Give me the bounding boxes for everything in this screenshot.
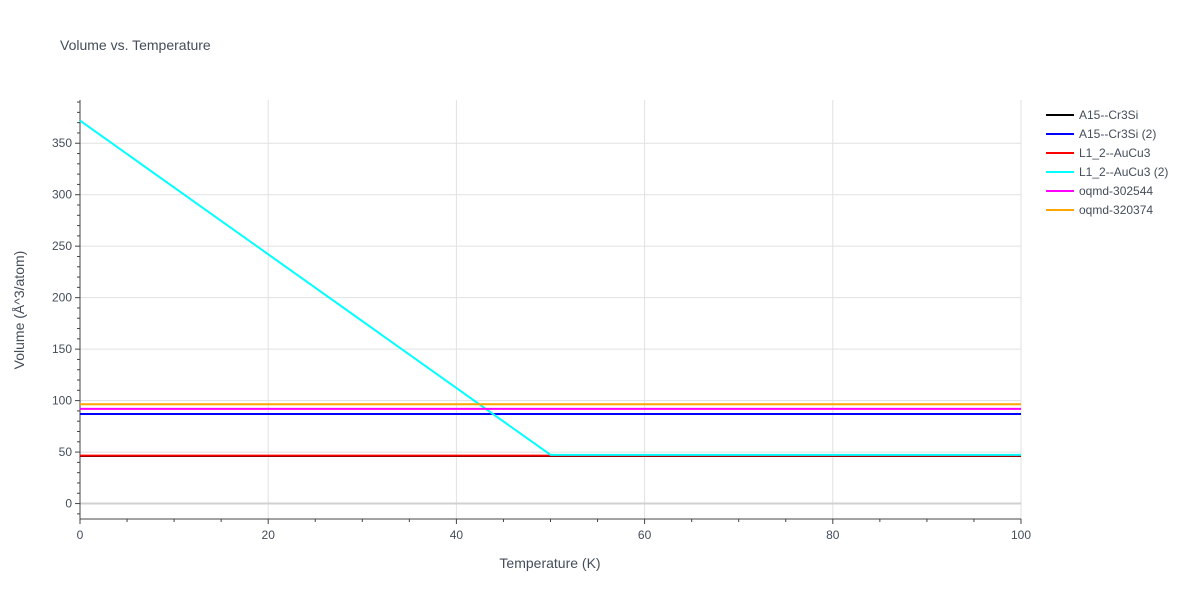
legend-label: A15--Cr3Si [1079, 108, 1138, 122]
y-tick-label: 0 [65, 497, 72, 511]
legend[interactable]: A15--Cr3Si A15--Cr3Si (2) L1_2--AuCu3 L1_2-… [1046, 108, 1168, 217]
x-tick-label: 40 [450, 528, 464, 542]
legend-label: A15--Cr3Si (2) [1079, 127, 1156, 141]
legend-item[interactable]: oqmd-302544 [1046, 184, 1153, 198]
chart-title: Volume vs. Temperature [60, 37, 211, 53]
legend-item[interactable]: A15--Cr3Si [1046, 108, 1138, 122]
y-tick-label: 50 [59, 445, 73, 459]
axes: 0 20 40 60 80 100 0 50 100 150 200 250 300 350 [52, 100, 1031, 542]
legend-label: oqmd-302544 [1079, 184, 1153, 198]
grid [80, 100, 1022, 519]
legend-item[interactable]: A15--Cr3Si (2) [1046, 127, 1156, 141]
x-tick-label: 20 [262, 528, 276, 542]
legend-item[interactable]: oqmd-320374 [1046, 203, 1153, 217]
x-tick-label: 60 [638, 528, 652, 542]
series-line-l1-2-aucu3-2 [79, 119, 1021, 456]
legend-label: oqmd-320374 [1079, 203, 1153, 217]
y-tick-label: 350 [52, 136, 72, 150]
y-tick-label: 200 [52, 291, 72, 305]
legend-label: L1_2--AuCu3 (2) [1079, 165, 1168, 179]
y-tick-label: 100 [52, 394, 72, 408]
y-tick-label: 300 [52, 188, 72, 202]
legend-item[interactable]: L1_2--AuCu3 (2) [1046, 165, 1168, 179]
series-lines [79, 119, 1021, 457]
legend-item[interactable]: L1_2--AuCu3 [1046, 146, 1151, 160]
legend-label: L1_2--AuCu3 [1079, 146, 1151, 160]
x-tick-label: 100 [1011, 528, 1031, 542]
x-tick-label: 80 [826, 528, 840, 542]
x-axis-title: Temperature (K) [499, 555, 600, 571]
y-axis-title: Volume (Å^3/atom) [11, 251, 27, 370]
y-tick-label: 150 [52, 342, 72, 356]
x-tick-label: 0 [77, 528, 84, 542]
y-tick-label: 250 [52, 239, 72, 253]
